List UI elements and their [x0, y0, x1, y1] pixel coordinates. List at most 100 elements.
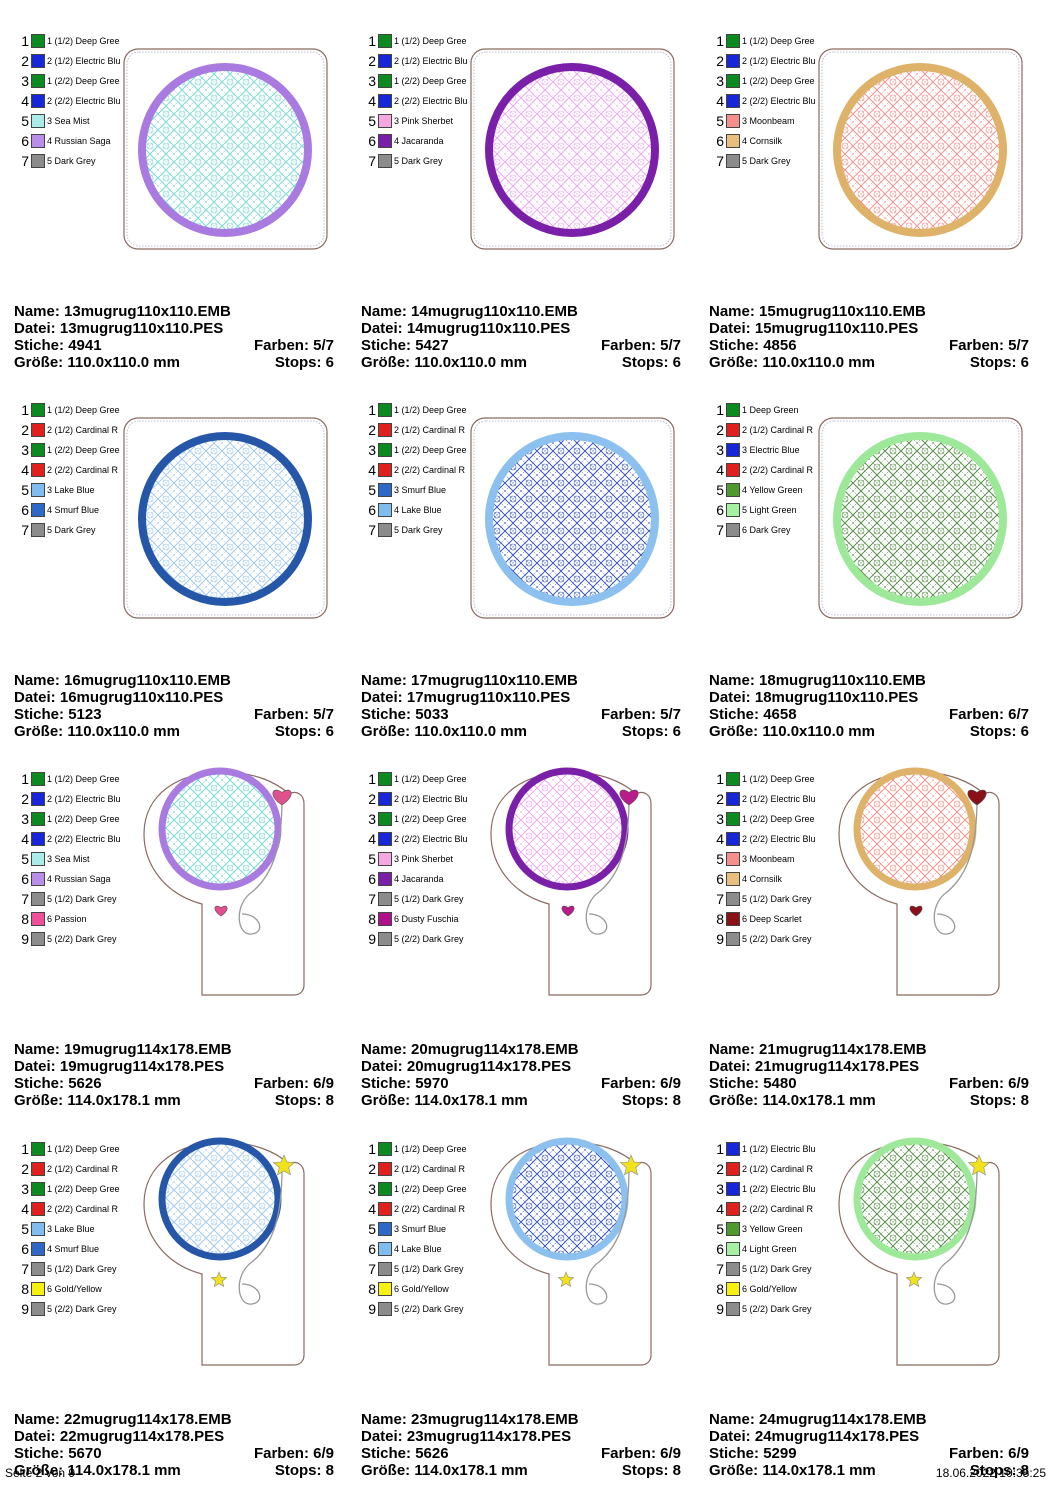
- thread-number: 4: [368, 462, 376, 478]
- color-swatch: [31, 134, 45, 148]
- thread-color-row: 7 5 (1/2) Dark Grey: [18, 1260, 128, 1280]
- color-swatch: [726, 812, 740, 826]
- thread-color-row: 5 3 Smurf Blue: [365, 1220, 475, 1240]
- color-swatch: [378, 154, 392, 168]
- colors-label: Farben:: [253, 1075, 309, 1092]
- heart-icon: [561, 905, 575, 917]
- color-swatch: [378, 912, 392, 926]
- thread-number: 1: [368, 402, 376, 418]
- design-card: 1 1 (1/2) Deep Gree 2 2 (1/2) Cardinal R 3 1 …: [361, 1134, 691, 1479]
- size-label: Größe:: [14, 354, 64, 371]
- design-card: 1 1 (1/2) Deep Gree 2 2 (1/2) Electric Blu 3…: [709, 764, 1039, 1109]
- thread-color-row: 1 1 (1/2) Deep Gree: [365, 1140, 475, 1160]
- color-swatch: [378, 443, 392, 457]
- thread-name: 2 (2/2) Electric Blu: [394, 834, 468, 844]
- thread-number: 5: [716, 482, 724, 498]
- design-file: 21mugrug114x178.PES: [754, 1058, 920, 1075]
- color-swatch: [378, 463, 392, 477]
- file-label: Datei:: [14, 320, 56, 337]
- thread-color-row: 7 5 (1/2) Dark Grey: [713, 1260, 823, 1280]
- thread-color-row: 4 2 (2/2) Cardinal R: [365, 1200, 475, 1220]
- pattern-fill: [492, 439, 652, 599]
- design-file: 19mugrug114x178.PES: [59, 1058, 225, 1075]
- thread-name: 3 Pink Sherbet: [394, 116, 454, 126]
- color-swatch: [726, 852, 740, 866]
- color-swatch: [378, 94, 392, 108]
- colors-label: Farben:: [253, 1445, 309, 1462]
- thread-number: 9: [368, 931, 376, 947]
- color-swatch: [726, 1302, 740, 1316]
- color-swatch: [31, 94, 45, 108]
- thread-color-row: 3 1 (2/2) Deep Gree: [18, 1180, 128, 1200]
- stop-count: 6: [1020, 723, 1029, 740]
- string: [933, 1168, 978, 1305]
- thread-number: 8: [21, 1281, 29, 1297]
- thread-color-row: 2 2 (1/2) Electric Blu: [713, 790, 823, 810]
- colors-label: Farben:: [253, 337, 309, 354]
- design-preview: [818, 48, 1023, 250]
- pattern-fill: [860, 774, 970, 884]
- design-name: 14mugrug110x110.EMB: [411, 303, 578, 320]
- color-count: 5/7: [313, 337, 334, 354]
- design-size: 110.0x110.0 mm: [67, 723, 180, 740]
- file-label: Datei:: [14, 689, 56, 706]
- thread-name: 1 (2/2) Deep Gree: [47, 814, 120, 824]
- thread-color-row: 7 5 (1/2) Dark Grey: [713, 890, 823, 910]
- thread-name: 5 (2/2) Dark Grey: [742, 1304, 812, 1314]
- thread-color-row: 2 2 (1/2) Cardinal R: [18, 421, 128, 441]
- thread-color-row: 3 1 (2/2) Deep Gree: [365, 441, 475, 461]
- outline: [123, 48, 328, 250]
- size-label: Größe:: [361, 1092, 411, 1109]
- thread-number: 4: [368, 831, 376, 847]
- thread-color-row: 9 5 (2/2) Dark Grey: [713, 930, 823, 950]
- stitch-count: 5123: [68, 706, 102, 723]
- thread-color-row: 5 3 Lake Blue: [18, 1220, 128, 1240]
- stops-label: Stops:: [274, 1462, 322, 1479]
- design-file: 13mugrug110x110.PES: [59, 320, 224, 337]
- pattern-fill: [840, 439, 1000, 599]
- thread-name: 2 (2/2) Cardinal R: [394, 465, 466, 475]
- thread-name: 1 (2/2) Electric Blu: [742, 1184, 816, 1194]
- color-swatch: [726, 403, 740, 417]
- design-name: 22mugrug114x178.EMB: [64, 1411, 232, 1428]
- thread-color-row: 3 1 (2/2) Electric Blu: [713, 1180, 823, 1200]
- color-swatch: [378, 892, 392, 906]
- thread-name: 2 (1/2) Cardinal R: [394, 1164, 466, 1174]
- outline: [470, 417, 675, 619]
- color-swatch: [31, 932, 45, 946]
- color-swatch: [378, 852, 392, 866]
- thread-name: 2 (2/2) Cardinal R: [47, 465, 119, 475]
- color-swatch: [378, 832, 392, 846]
- color-swatch: [726, 1282, 740, 1296]
- thread-color-row: 3 1 (2/2) Deep Gree: [713, 72, 823, 92]
- stops-label: Stops:: [621, 354, 669, 371]
- thread-color-row: 7 5 (1/2) Dark Grey: [18, 890, 128, 910]
- thread-name: 1 (1/2) Deep Gree: [394, 36, 467, 46]
- thread-color-row: 1 1 (1/2) Deep Gree: [365, 32, 475, 52]
- thread-color-list: 1 1 (1/2) Deep Gree 2 2 (1/2) Cardinal R 3 1 …: [18, 401, 128, 541]
- name-label: Name:: [709, 672, 755, 689]
- ring: [505, 1137, 629, 1261]
- thread-name: 1 Deep Green: [742, 405, 799, 415]
- design-preview: [470, 417, 675, 619]
- thread-number: 3: [716, 73, 724, 89]
- name-label: Name:: [361, 672, 407, 689]
- stops-label: Stops:: [274, 723, 322, 740]
- thread-color-row: 6 4 Jacaranda: [365, 132, 475, 152]
- thread-name: 2 (2/2) Cardinal R: [47, 1204, 119, 1214]
- thread-color-row: 3 1 (2/2) Deep Gree: [18, 441, 128, 461]
- thread-name: 1 (1/2) Deep Gree: [742, 774, 815, 784]
- ring: [853, 767, 977, 891]
- thread-name: 3 Moonbeam: [742, 116, 795, 126]
- thread-color-row: 9 5 (2/2) Dark Grey: [365, 1300, 475, 1320]
- design-card: 1 1 (1/2) Deep Gree 2 2 (1/2) Cardinal R 3 1 …: [361, 395, 691, 740]
- thread-number: 2: [21, 422, 29, 438]
- thread-name: 1 (2/2) Deep Gree: [394, 445, 467, 455]
- thread-name: 3 Smurf Blue: [394, 1224, 447, 1234]
- design-preview: [490, 767, 652, 996]
- pattern-fill: [840, 70, 1000, 230]
- thread-number: 9: [716, 1301, 724, 1317]
- thread-number: 5: [21, 113, 29, 129]
- thread-name: 3 Lake Blue: [47, 485, 95, 495]
- thread-number: 4: [716, 93, 724, 109]
